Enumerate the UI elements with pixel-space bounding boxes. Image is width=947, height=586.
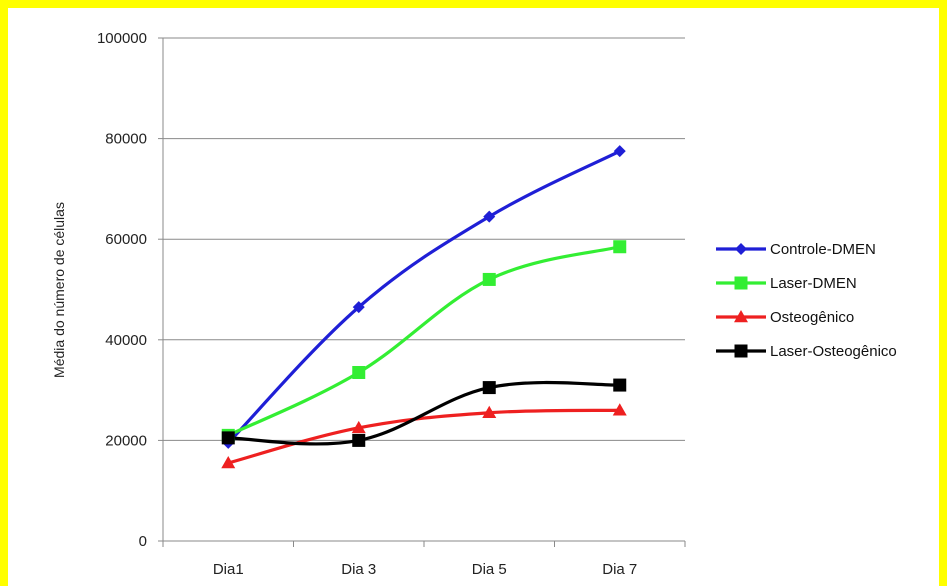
x-tick-label: Dia1 <box>213 561 244 578</box>
data-point-controle-dmen <box>483 210 496 223</box>
legend-item-laser-dmen: Laser-DMEN <box>716 275 857 292</box>
legend-marker <box>735 243 747 255</box>
data-point-osteogenico <box>482 405 497 418</box>
series-lines <box>227 149 621 465</box>
data-point-osteogenico <box>221 456 236 469</box>
legend-label: Laser-Osteogênico <box>770 343 897 360</box>
x-tick-label: Dia 7 <box>602 561 637 578</box>
axes <box>158 37 686 547</box>
y-tick-label: 60000 <box>105 231 147 248</box>
data-point-laser-osteogenico <box>613 378 627 392</box>
legend-marker <box>734 310 748 323</box>
y-tick-label: 20000 <box>105 432 147 449</box>
y-tick-label: 100000 <box>97 30 147 47</box>
series-line-osteogenico <box>227 408 620 465</box>
legend-item-controle-dmen: Controle-DMEN <box>716 241 876 258</box>
data-point-laser-dmen <box>482 272 496 286</box>
legend: Controle-DMEN Laser-DMEN Osteogênico Laser-… <box>716 241 897 360</box>
y-axis-label: Média do número de células <box>51 202 67 378</box>
y-tick-label: 40000 <box>105 332 147 349</box>
data-point-laser-osteogenico <box>221 431 235 445</box>
data-point-laser-dmen <box>613 240 627 254</box>
legend-item-osteogenico: Osteogênico <box>716 309 854 326</box>
series-line-laser-dmen <box>227 245 621 437</box>
data-point-laser-osteogenico <box>482 381 496 395</box>
y-tick-label: 0 <box>139 533 147 550</box>
series-line-laser-osteogenico <box>228 380 620 446</box>
data-point-controle-dmen <box>613 145 626 158</box>
series-markers <box>221 145 627 469</box>
legend-label: Laser-DMEN <box>770 275 857 292</box>
legend-item-laser-osteogenico: Laser-Osteogênico <box>716 343 897 360</box>
data-point-laser-dmen <box>352 365 366 379</box>
gridlines <box>163 37 685 441</box>
data-point-controle-dmen <box>352 301 365 314</box>
legend-marker <box>734 276 748 290</box>
data-point-osteogenico <box>351 420 366 434</box>
series-line-controle-dmen <box>227 149 621 445</box>
y-tick-label: 80000 <box>105 131 147 148</box>
legend-marker <box>734 344 748 358</box>
y-tick-labels: 0 20000 40000 60000 80000 100000 <box>97 30 147 550</box>
data-point-osteogenico <box>612 403 627 416</box>
legend-label: Osteogênico <box>770 309 854 326</box>
x-tick-label: Dia 5 <box>472 561 507 578</box>
legend-label: Controle-DMEN <box>770 241 876 258</box>
data-point-laser-osteogenico <box>352 433 366 447</box>
x-tick-label: Dia 3 <box>341 561 376 578</box>
x-tick-labels: Dia1 Dia 3 Dia 5 Dia 7 <box>213 561 637 578</box>
